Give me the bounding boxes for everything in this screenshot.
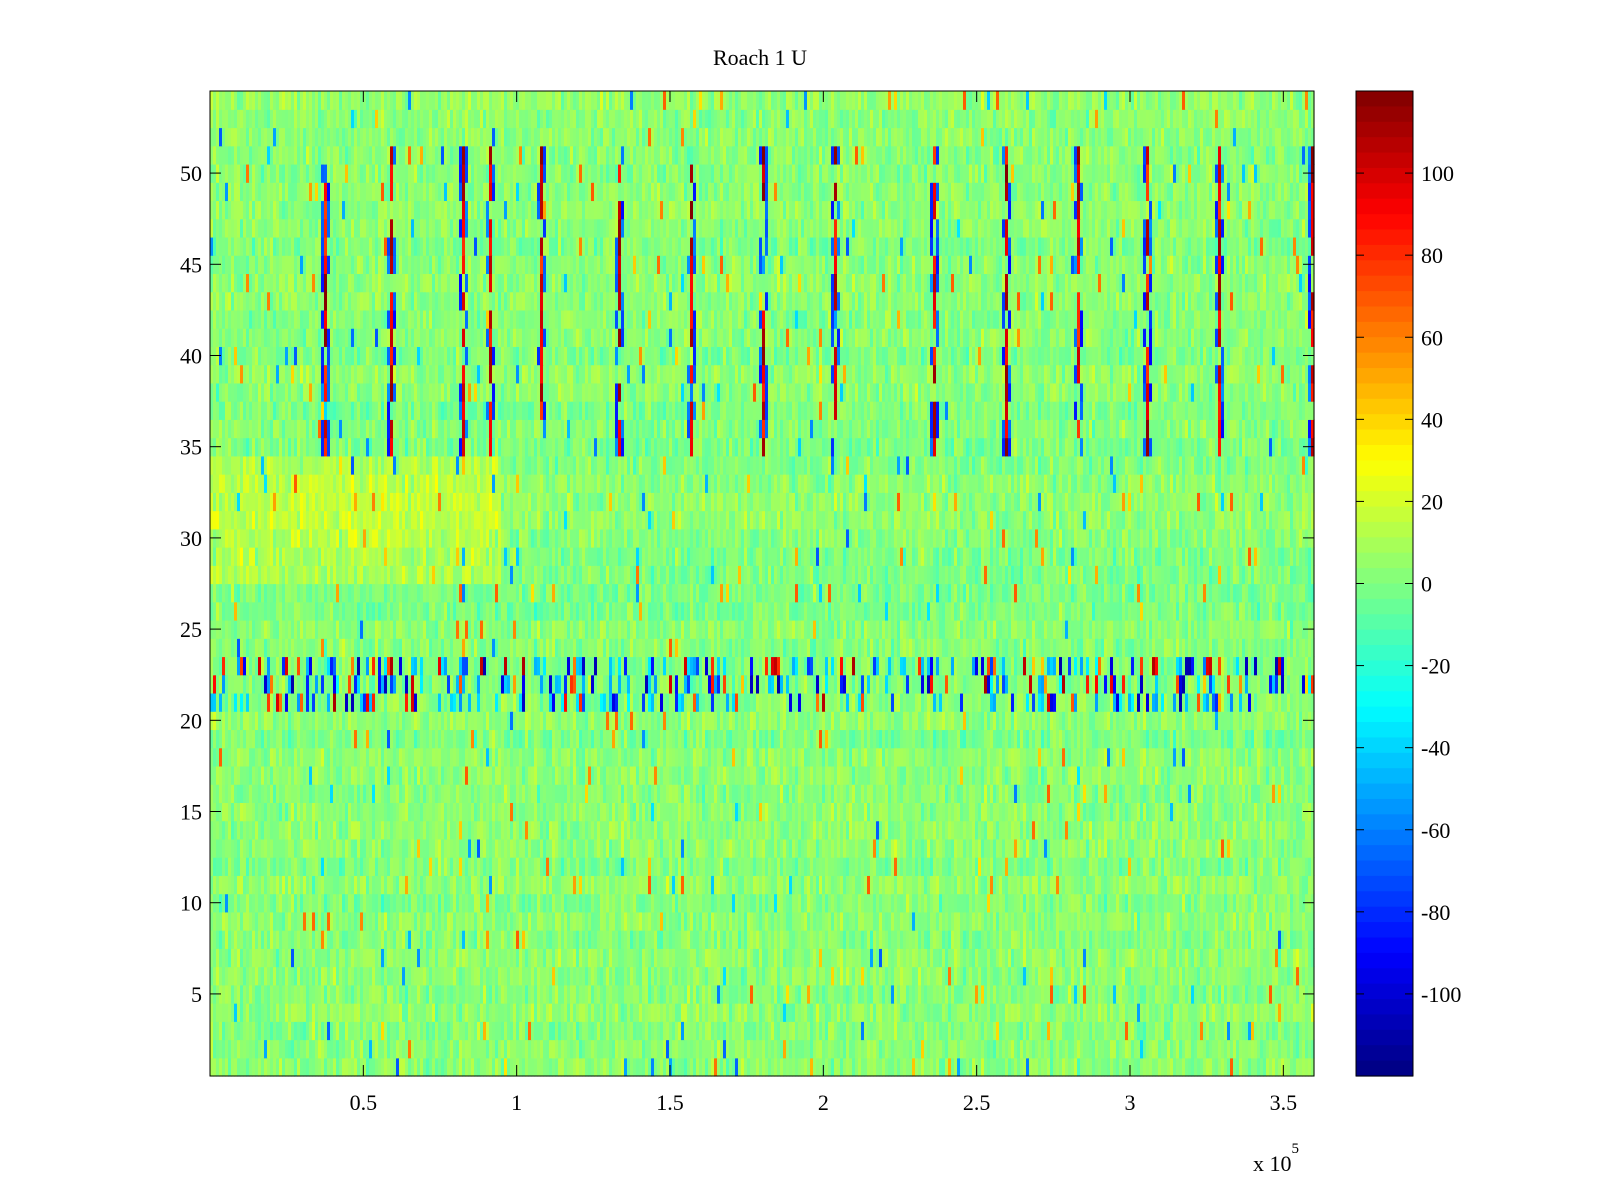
heatmap-cells (210, 91, 1315, 1077)
chart-title: Roach 1 U (713, 45, 807, 70)
